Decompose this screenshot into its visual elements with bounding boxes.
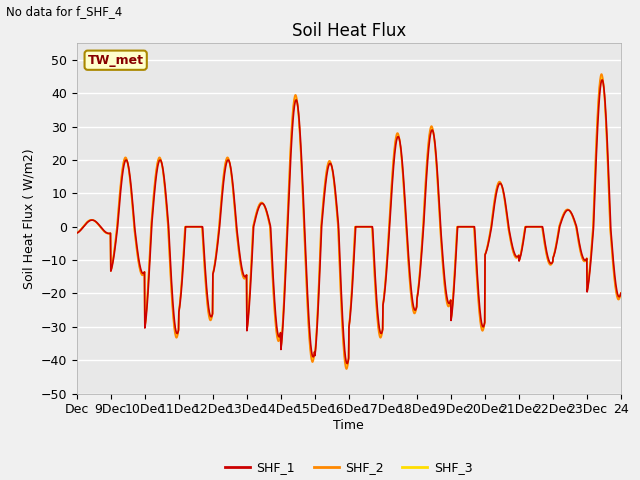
SHF_2 <box>557 218 564 224</box>
SHF_2 <box>335 233 342 239</box>
SHF_1 <box>617 290 625 296</box>
Text: TW_met: TW_met <box>88 54 144 67</box>
SHF_3 <box>324 162 332 168</box>
SHF_2 <box>324 160 332 166</box>
SHF_3 <box>335 228 342 234</box>
SHF_1 <box>158 161 166 167</box>
SHF_1 <box>557 220 564 226</box>
SHF_2 <box>158 161 166 167</box>
SHF_2 <box>73 230 81 236</box>
SHF_3 <box>557 218 564 224</box>
SHF_3 <box>158 161 166 167</box>
Text: No data for f_SHF_4: No data for f_SHF_4 <box>6 5 123 18</box>
SHF_1 <box>477 318 485 324</box>
SHF_3 <box>477 322 485 328</box>
X-axis label: Time: Time <box>333 419 364 432</box>
SHF_2 <box>611 277 618 283</box>
SHF_3 <box>617 290 625 296</box>
Legend: SHF_1, SHF_2, SHF_3: SHF_1, SHF_2, SHF_3 <box>220 456 477 479</box>
SHF_2 <box>342 366 350 372</box>
SHF_1 <box>73 230 81 236</box>
SHF_3 <box>598 74 605 80</box>
Line: SHF_1: SHF_1 <box>77 80 621 363</box>
SHF_3 <box>73 230 81 236</box>
SHF_1 <box>611 269 618 275</box>
Y-axis label: Soil Heat Flux ( W/m2): Soil Heat Flux ( W/m2) <box>22 148 35 288</box>
SHF_3 <box>343 363 351 369</box>
SHF_1 <box>598 77 606 83</box>
SHF_2 <box>477 325 485 331</box>
Line: SHF_3: SHF_3 <box>77 77 621 366</box>
SHF_2 <box>598 71 605 77</box>
SHF_3 <box>611 274 618 280</box>
SHF_1 <box>335 221 342 227</box>
SHF_1 <box>344 360 351 366</box>
SHF_2 <box>617 290 625 296</box>
Title: Soil Heat Flux: Soil Heat Flux <box>292 22 406 40</box>
Line: SHF_2: SHF_2 <box>77 74 621 369</box>
SHF_1 <box>324 165 332 170</box>
